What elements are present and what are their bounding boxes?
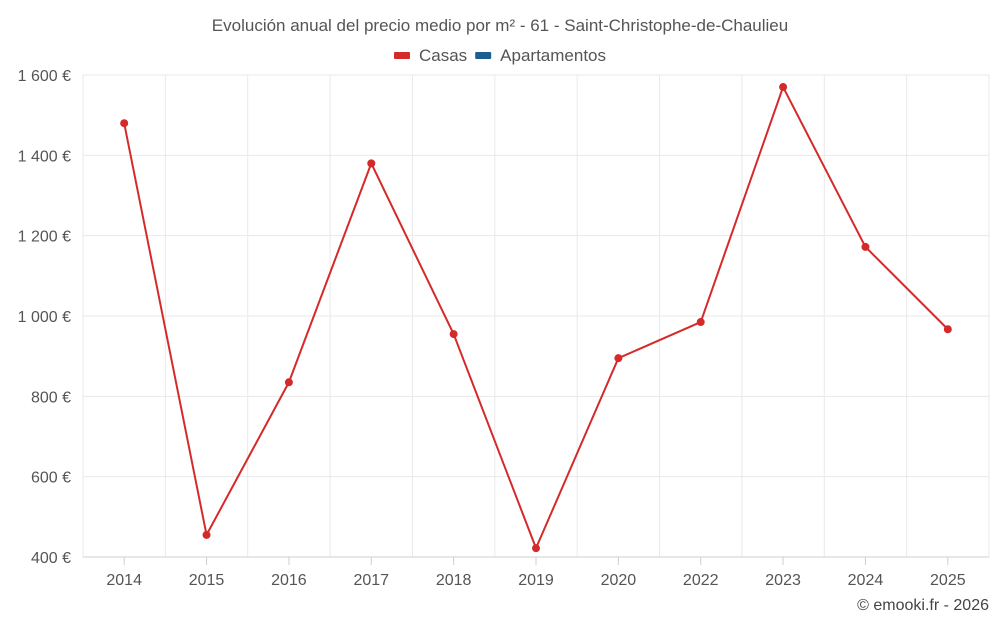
data-point-2019[interactable]: [532, 544, 540, 553]
data-point-2024[interactable]: [861, 242, 870, 251]
x-tick-label: 2015: [189, 572, 225, 589]
data-point-2022[interactable]: [696, 318, 705, 327]
data-point-2014[interactable]: [120, 119, 129, 128]
x-tick-label: 2016: [271, 572, 307, 589]
y-tick-label: 1 400 €: [18, 148, 71, 165]
x-tick-label: 2022: [683, 572, 719, 589]
credit-text: © emooki.fr - 2026: [857, 597, 989, 614]
x-tick-label: 2025: [930, 572, 966, 589]
x-tick-label: 2018: [436, 572, 472, 589]
data-point-2023[interactable]: [779, 83, 788, 92]
y-tick-label: 1 000 €: [18, 309, 71, 326]
x-tick-label: 2017: [353, 572, 389, 589]
y-tick-label: 800 €: [31, 389, 71, 406]
grid: [82, 74, 990, 557]
legend-item-apartamentos[interactable]: Apartamentos: [475, 46, 606, 65]
legend-swatch: [393, 52, 410, 59]
legend: Casas Apartamentos: [393, 46, 606, 65]
legend-label: Apartamentos: [500, 46, 606, 65]
data-point-2020[interactable]: [614, 354, 623, 363]
data-point-2025[interactable]: [943, 325, 952, 334]
legend-item-casas[interactable]: Casas: [393, 46, 467, 65]
y-tick-label: 1 200 €: [18, 229, 71, 246]
data-point-2016[interactable]: [284, 378, 293, 387]
x-tick-label: 2024: [848, 572, 884, 589]
x-tick-label: 2019: [518, 572, 554, 589]
data-point-2017[interactable]: [367, 159, 376, 168]
data-point-2015[interactable]: [202, 530, 211, 539]
data-point-2018[interactable]: [449, 330, 458, 339]
x-tick-label: 2020: [601, 572, 637, 589]
x-tick-label: 2023: [765, 572, 801, 589]
y-tick-label: 400 €: [31, 550, 71, 567]
y-tick-label: 1 600 €: [18, 68, 71, 85]
axes: 400 € 600 € 800 € 1 000 € 1 200 € 1 400 € 1 60…: [18, 68, 989, 589]
chart-title: Evolución anual del precio medio por m² …: [212, 16, 788, 35]
legend-label: Casas: [419, 46, 467, 65]
series-layer: [120, 83, 952, 553]
x-tick-label: 2014: [106, 572, 142, 589]
y-tick-label: 600 €: [31, 470, 71, 487]
legend-swatch: [475, 52, 492, 59]
